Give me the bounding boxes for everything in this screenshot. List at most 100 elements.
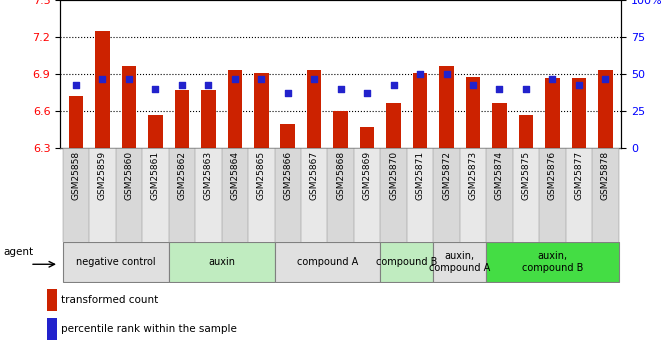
Text: GSM25862: GSM25862: [178, 151, 186, 200]
Text: negative control: negative control: [76, 257, 156, 267]
Bar: [96, 31, 110, 148]
Bar: [47, 318, 57, 340]
Bar: [122, 66, 136, 148]
Bar: [545, 78, 560, 148]
Point: [362, 91, 373, 96]
Point: [520, 86, 531, 92]
Point: [256, 76, 267, 81]
Text: GSM25859: GSM25859: [98, 151, 107, 200]
Point: [388, 82, 399, 87]
Point: [335, 86, 346, 92]
Bar: [539, 148, 566, 242]
Text: auxin,
compound B: auxin, compound B: [522, 252, 583, 273]
Text: GSM25867: GSM25867: [310, 151, 319, 200]
Bar: [386, 102, 401, 148]
Text: GSM25875: GSM25875: [522, 151, 530, 200]
Point: [230, 76, 240, 81]
Bar: [228, 70, 242, 148]
Bar: [407, 148, 434, 242]
Text: agent: agent: [3, 247, 33, 257]
Text: GSM25861: GSM25861: [151, 151, 160, 200]
Bar: [47, 289, 57, 311]
Bar: [301, 148, 327, 242]
Bar: [116, 148, 142, 242]
Bar: [174, 90, 189, 148]
Text: GSM25863: GSM25863: [204, 151, 213, 200]
Bar: [440, 66, 454, 148]
Bar: [566, 148, 592, 242]
Bar: [380, 148, 407, 242]
Point: [283, 91, 293, 96]
Text: GSM25870: GSM25870: [389, 151, 398, 200]
Point: [176, 82, 187, 87]
Point: [71, 82, 81, 87]
Point: [441, 71, 452, 77]
Point: [600, 76, 611, 81]
Point: [468, 82, 478, 87]
Point: [203, 82, 214, 87]
Bar: [354, 148, 380, 242]
Text: GSM25864: GSM25864: [230, 151, 239, 200]
Bar: [592, 148, 619, 242]
Text: GSM25860: GSM25860: [124, 151, 134, 200]
Bar: [518, 115, 533, 148]
Text: GSM25878: GSM25878: [601, 151, 610, 200]
Point: [574, 82, 584, 87]
Bar: [142, 148, 168, 242]
Bar: [598, 70, 613, 148]
Bar: [275, 242, 380, 282]
Text: percentile rank within the sample: percentile rank within the sample: [61, 324, 237, 334]
Bar: [63, 242, 168, 282]
Point: [309, 76, 319, 81]
Text: GSM25871: GSM25871: [415, 151, 425, 200]
Point: [547, 76, 558, 81]
Text: GSM25877: GSM25877: [574, 151, 583, 200]
Bar: [460, 148, 486, 242]
Text: compound B: compound B: [376, 257, 438, 267]
Bar: [492, 102, 507, 148]
Text: GSM25873: GSM25873: [468, 151, 478, 200]
Text: GSM25858: GSM25858: [71, 151, 81, 200]
Text: GSM25872: GSM25872: [442, 151, 451, 200]
Bar: [486, 242, 619, 282]
Bar: [148, 115, 163, 148]
Point: [150, 86, 161, 92]
Bar: [63, 148, 90, 242]
Bar: [327, 148, 354, 242]
Bar: [90, 148, 116, 242]
Bar: [201, 90, 216, 148]
Text: GSM25865: GSM25865: [257, 151, 266, 200]
Bar: [360, 127, 375, 148]
Bar: [413, 73, 428, 148]
Text: GSM25869: GSM25869: [363, 151, 371, 200]
Text: auxin: auxin: [208, 257, 235, 267]
Bar: [434, 242, 486, 282]
Text: GSM25868: GSM25868: [336, 151, 345, 200]
Bar: [307, 70, 321, 148]
Bar: [168, 148, 195, 242]
Bar: [434, 148, 460, 242]
Bar: [195, 148, 222, 242]
Bar: [222, 148, 248, 242]
Bar: [380, 242, 434, 282]
Bar: [69, 96, 84, 148]
Text: compound A: compound A: [297, 257, 358, 267]
Bar: [248, 148, 275, 242]
Bar: [281, 124, 295, 148]
Bar: [486, 148, 513, 242]
Text: GSM25874: GSM25874: [495, 151, 504, 200]
Bar: [466, 77, 480, 148]
Text: GSM25876: GSM25876: [548, 151, 557, 200]
Bar: [572, 78, 587, 148]
Bar: [333, 111, 348, 148]
Text: GSM25866: GSM25866: [283, 151, 292, 200]
Bar: [275, 148, 301, 242]
Bar: [168, 242, 275, 282]
Point: [97, 76, 108, 81]
Point: [124, 76, 134, 81]
Point: [415, 71, 426, 77]
Point: [494, 86, 505, 92]
Bar: [513, 148, 539, 242]
Text: transformed count: transformed count: [61, 295, 158, 305]
Text: auxin,
compound A: auxin, compound A: [429, 252, 490, 273]
